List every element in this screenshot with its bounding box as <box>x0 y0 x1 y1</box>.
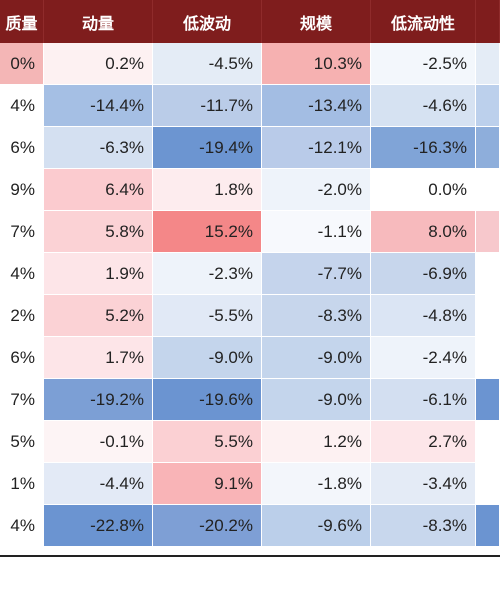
cell-size: 10.3% <box>262 43 371 85</box>
cell-quality: 1% <box>0 463 44 505</box>
cell-low-volatility: 5.5% <box>153 421 262 463</box>
cell-size: -9.0% <box>262 337 371 379</box>
cell-size: 1.2% <box>262 421 371 463</box>
cell-quality: 0% <box>0 43 44 85</box>
cell-size: -7.7% <box>262 253 371 295</box>
cell-quality: 7% <box>0 211 44 253</box>
cell-extra <box>476 337 500 379</box>
cell-low-volatility: -5.5% <box>153 295 262 337</box>
cell-quality: 7% <box>0 379 44 421</box>
cell-size: -13.4% <box>262 85 371 127</box>
cell-low-volatility: -2.3% <box>153 253 262 295</box>
cell-low-liquidity: -2.5% <box>371 43 476 85</box>
cell-quality: 4% <box>0 505 44 547</box>
cell-low-liquidity: -16.3% <box>371 127 476 169</box>
cell-momentum: -6.3% <box>44 127 153 169</box>
cell-momentum: 1.7% <box>44 337 153 379</box>
cell-quality: 2% <box>0 295 44 337</box>
cell-quality: 4% <box>0 253 44 295</box>
cell-low-volatility: -19.6% <box>153 379 262 421</box>
cell-low-volatility: -19.4% <box>153 127 262 169</box>
cell-size: -2.0% <box>262 169 371 211</box>
cell-size: -8.3% <box>262 295 371 337</box>
cell-low-volatility: -9.0% <box>153 337 262 379</box>
cell-low-liquidity: 0.0% <box>371 169 476 211</box>
table-bottom-rule <box>0 555 500 557</box>
cell-low-volatility: -4.5% <box>153 43 262 85</box>
cell-momentum: -22.8% <box>44 505 153 547</box>
cell-quality: 4% <box>0 85 44 127</box>
header-momentum: 动量 <box>44 0 153 43</box>
cell-extra <box>476 169 500 211</box>
cell-momentum: 5.8% <box>44 211 153 253</box>
cell-extra <box>476 43 500 85</box>
cell-low-volatility: -20.2% <box>153 505 262 547</box>
factor-return-table: 质量 动量 低波动 规模 低流动性 0% 0.2% -4.5% 10.3% -2.5% 4% -14.… <box>0 0 500 547</box>
cell-extra <box>476 295 500 337</box>
cell-momentum: 6.4% <box>44 169 153 211</box>
cell-quality: 9% <box>0 169 44 211</box>
cell-extra <box>476 421 500 463</box>
cell-quality: 6% <box>0 127 44 169</box>
cell-size: -1.1% <box>262 211 371 253</box>
cell-momentum: 1.9% <box>44 253 153 295</box>
header-extra <box>476 0 500 43</box>
cell-low-volatility: -11.7% <box>153 85 262 127</box>
cell-momentum: -0.1% <box>44 421 153 463</box>
cell-size: -12.1% <box>262 127 371 169</box>
cell-low-liquidity: -4.8% <box>371 295 476 337</box>
cell-momentum: -19.2% <box>44 379 153 421</box>
cell-extra <box>476 85 500 127</box>
cell-size: -9.0% <box>262 379 371 421</box>
cell-extra <box>476 505 500 547</box>
cell-low-volatility: 9.1% <box>153 463 262 505</box>
cell-low-liquidity: -6.1% <box>371 379 476 421</box>
cell-momentum: 5.2% <box>44 295 153 337</box>
cell-momentum: -14.4% <box>44 85 153 127</box>
cell-low-liquidity: -6.9% <box>371 253 476 295</box>
header-size: 规模 <box>262 0 371 43</box>
cell-low-volatility: 1.8% <box>153 169 262 211</box>
cell-low-liquidity: -4.6% <box>371 85 476 127</box>
header-quality: 质量 <box>0 0 44 43</box>
cell-extra <box>476 127 500 169</box>
cell-extra <box>476 379 500 421</box>
cell-quality: 6% <box>0 337 44 379</box>
cell-quality: 5% <box>0 421 44 463</box>
cell-size: -9.6% <box>262 505 371 547</box>
cell-low-liquidity: -8.3% <box>371 505 476 547</box>
cell-size: -1.8% <box>262 463 371 505</box>
cell-low-liquidity: -2.4% <box>371 337 476 379</box>
cell-low-liquidity: 8.0% <box>371 211 476 253</box>
cell-momentum: 0.2% <box>44 43 153 85</box>
header-low-liquidity: 低流动性 <box>371 0 476 43</box>
cell-momentum: -4.4% <box>44 463 153 505</box>
cell-low-liquidity: 2.7% <box>371 421 476 463</box>
cell-extra <box>476 463 500 505</box>
cell-extra <box>476 253 500 295</box>
cell-low-volatility: 15.2% <box>153 211 262 253</box>
cell-low-liquidity: -3.4% <box>371 463 476 505</box>
header-low-volatility: 低波动 <box>153 0 262 43</box>
cell-extra <box>476 211 500 253</box>
